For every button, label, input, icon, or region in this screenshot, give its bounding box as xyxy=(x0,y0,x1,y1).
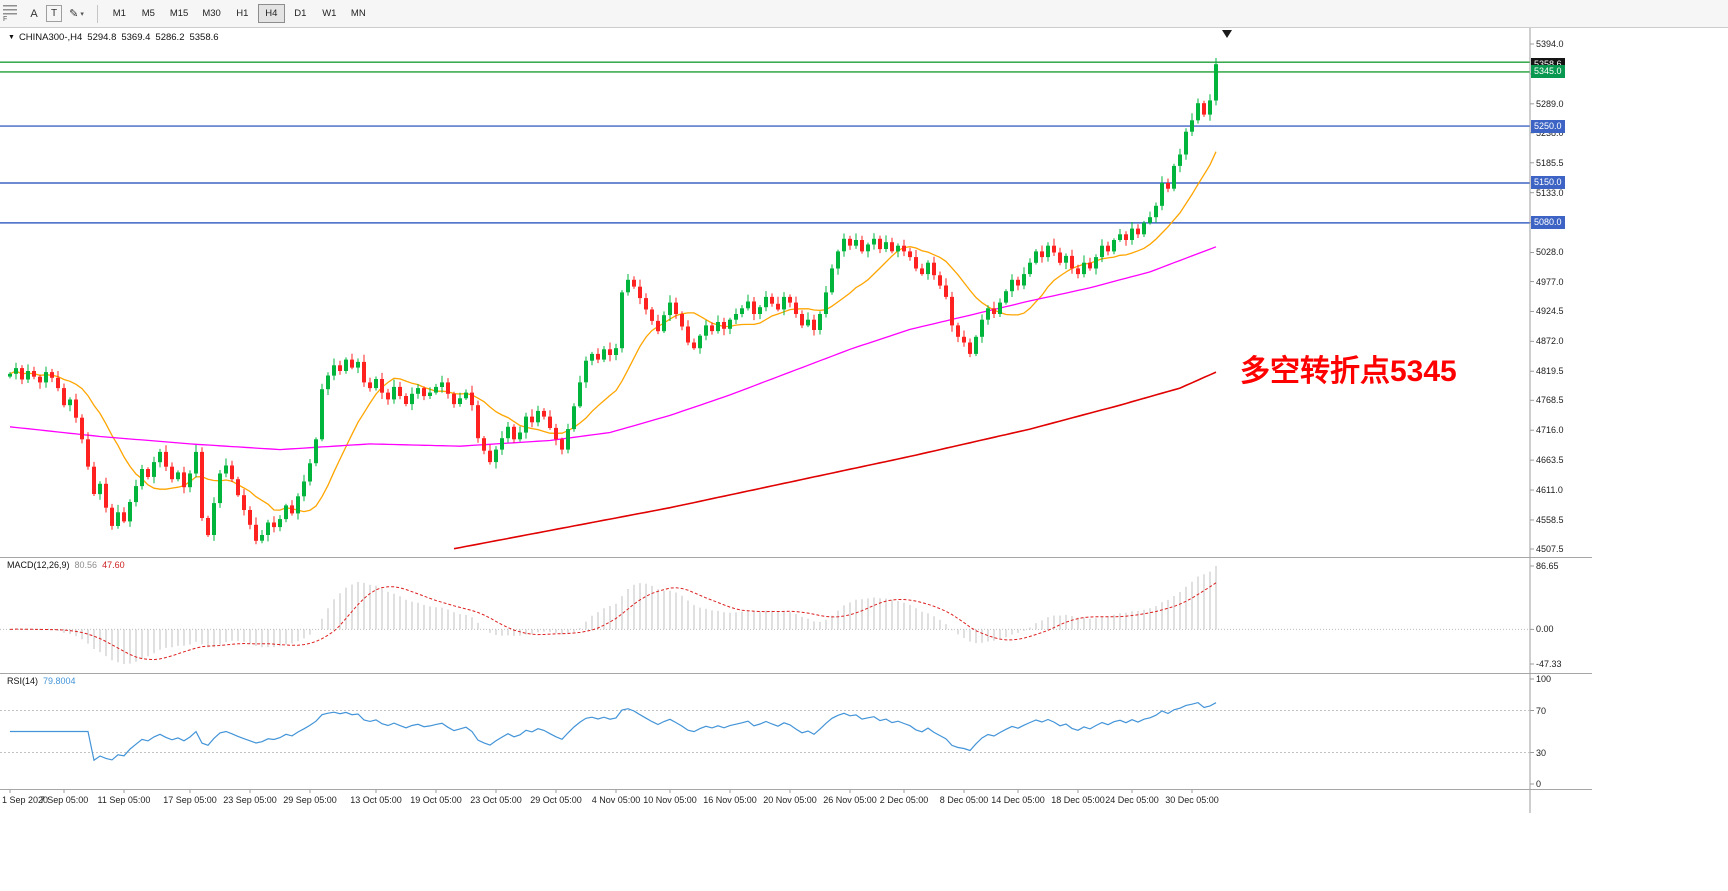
toolbar-handle[interactable]: F xyxy=(3,4,17,23)
rsi-value: 79.8004 xyxy=(43,676,76,686)
symbol-timeframe: CHINA300-,H4 xyxy=(18,32,83,43)
timeframe-m15-button[interactable]: M15 xyxy=(164,4,194,23)
menu-icon xyxy=(3,4,17,15)
ohlc-high: 5369.4 xyxy=(121,32,151,43)
toolbar-f-label: F xyxy=(3,15,8,23)
macd-signal-value: 47.60 xyxy=(102,560,125,570)
ohlc-open: 5294.8 xyxy=(87,32,117,43)
macd-main-value: 80.56 xyxy=(74,560,98,570)
toolbar-separator xyxy=(96,4,98,23)
rsi-indicator-label: RSI(14) 79.8004 xyxy=(7,676,76,686)
rsi-name: RSI(14) xyxy=(7,676,39,686)
price-scale[interactable] xyxy=(1530,28,1592,789)
timeframe-d1-button[interactable]: D1 xyxy=(287,4,314,23)
timeframe-m1-button[interactable]: M1 xyxy=(106,4,133,23)
timeframe-h1-button[interactable]: H1 xyxy=(229,4,256,23)
panel-separator[interactable] xyxy=(0,673,1592,674)
macd-indicator-label: MACD(12,26,9) 80.56 47.60 xyxy=(7,560,125,570)
arrow-marker-icon xyxy=(1222,30,1232,38)
ohlc-low: 5286.2 xyxy=(155,32,185,43)
text-tool-button[interactable]: T xyxy=(46,5,63,22)
draw-tool-button[interactable]: ✎ ▾ xyxy=(64,4,89,24)
panel-separator[interactable] xyxy=(0,789,1592,790)
timeframe-mn-button[interactable]: MN xyxy=(345,4,372,23)
timeframe-m5-button[interactable]: M5 xyxy=(135,4,162,23)
symbol-marker-icon: ▼ xyxy=(8,34,15,41)
panel-separator[interactable] xyxy=(0,557,1592,558)
pencil-icon: ✎ xyxy=(69,8,79,20)
cursor-tool-button[interactable]: A xyxy=(24,4,44,24)
top-toolbar: F A T ✎ ▾ M1 M5 M15 M30 H1 H4 D1 W1 MN xyxy=(0,0,1728,28)
time-scale[interactable] xyxy=(0,789,1530,813)
timeframe-h4-button[interactable]: H4 xyxy=(257,4,285,23)
timeframe-w1-button[interactable]: W1 xyxy=(316,4,343,23)
ohlc-close: 5358.6 xyxy=(189,32,219,43)
timeframe-m30-button[interactable]: M30 xyxy=(196,4,226,23)
chart-title: ▼ CHINA300-,H4 5294.8 5369.4 5286.2 5358.6 xyxy=(8,32,224,43)
chevron-down-icon: ▾ xyxy=(80,10,84,18)
macd-name: MACD(12,26,9) xyxy=(7,560,70,570)
